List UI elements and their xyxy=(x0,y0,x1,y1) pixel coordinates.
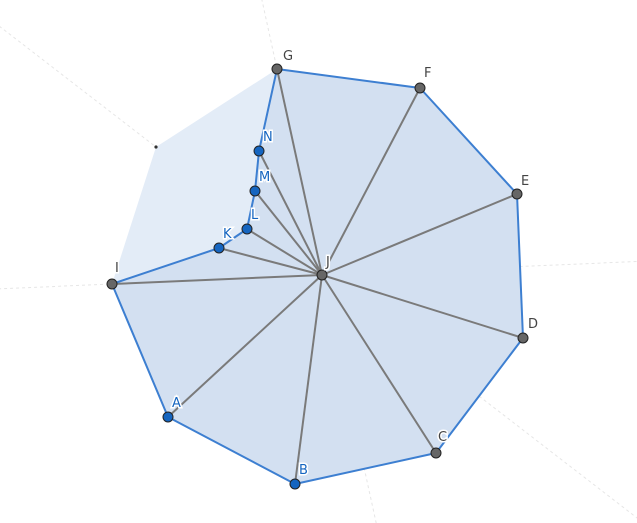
spoke-j-k xyxy=(218,247,323,276)
label-g: G xyxy=(283,49,293,64)
label-l: L xyxy=(251,208,259,223)
spoke-j-i xyxy=(111,274,323,285)
point-b[interactable] xyxy=(289,478,301,490)
label-m: M xyxy=(259,170,270,185)
label-n: N xyxy=(263,130,273,145)
point-l[interactable] xyxy=(241,223,253,235)
spoke-j-f xyxy=(321,87,421,276)
point-k[interactable] xyxy=(213,242,225,254)
spoke-j-l xyxy=(246,228,323,276)
label-i: I xyxy=(115,261,119,276)
point-f[interactable] xyxy=(414,82,426,94)
spoke-j-e xyxy=(321,193,518,276)
spoke-j-n xyxy=(258,150,323,276)
spoke-j-d xyxy=(321,274,524,339)
spoke-j-g xyxy=(276,68,323,276)
point-e[interactable] xyxy=(511,188,523,200)
spoke-j-b xyxy=(294,274,323,485)
point-g[interactable] xyxy=(271,63,283,75)
label-d: D xyxy=(528,317,538,332)
spoke-j-a xyxy=(167,274,323,418)
point-j[interactable] xyxy=(316,269,328,281)
light-sector-region xyxy=(112,69,277,284)
label-b: B xyxy=(299,463,308,478)
point-i[interactable] xyxy=(106,278,118,290)
label-e: E xyxy=(521,174,529,189)
point-c[interactable] xyxy=(430,447,442,459)
construction-dot xyxy=(154,145,158,149)
spoke-j-c xyxy=(321,274,437,454)
spoke-j-m xyxy=(254,190,323,276)
point-d[interactable] xyxy=(517,332,529,344)
label-a: A xyxy=(172,396,181,411)
point-n[interactable] xyxy=(253,145,265,157)
label-f: F xyxy=(424,66,431,81)
point-a[interactable] xyxy=(162,411,174,423)
label-c: C xyxy=(438,430,447,445)
point-m[interactable] xyxy=(249,185,261,197)
label-j: J xyxy=(325,255,330,270)
label-k: K xyxy=(223,227,232,242)
